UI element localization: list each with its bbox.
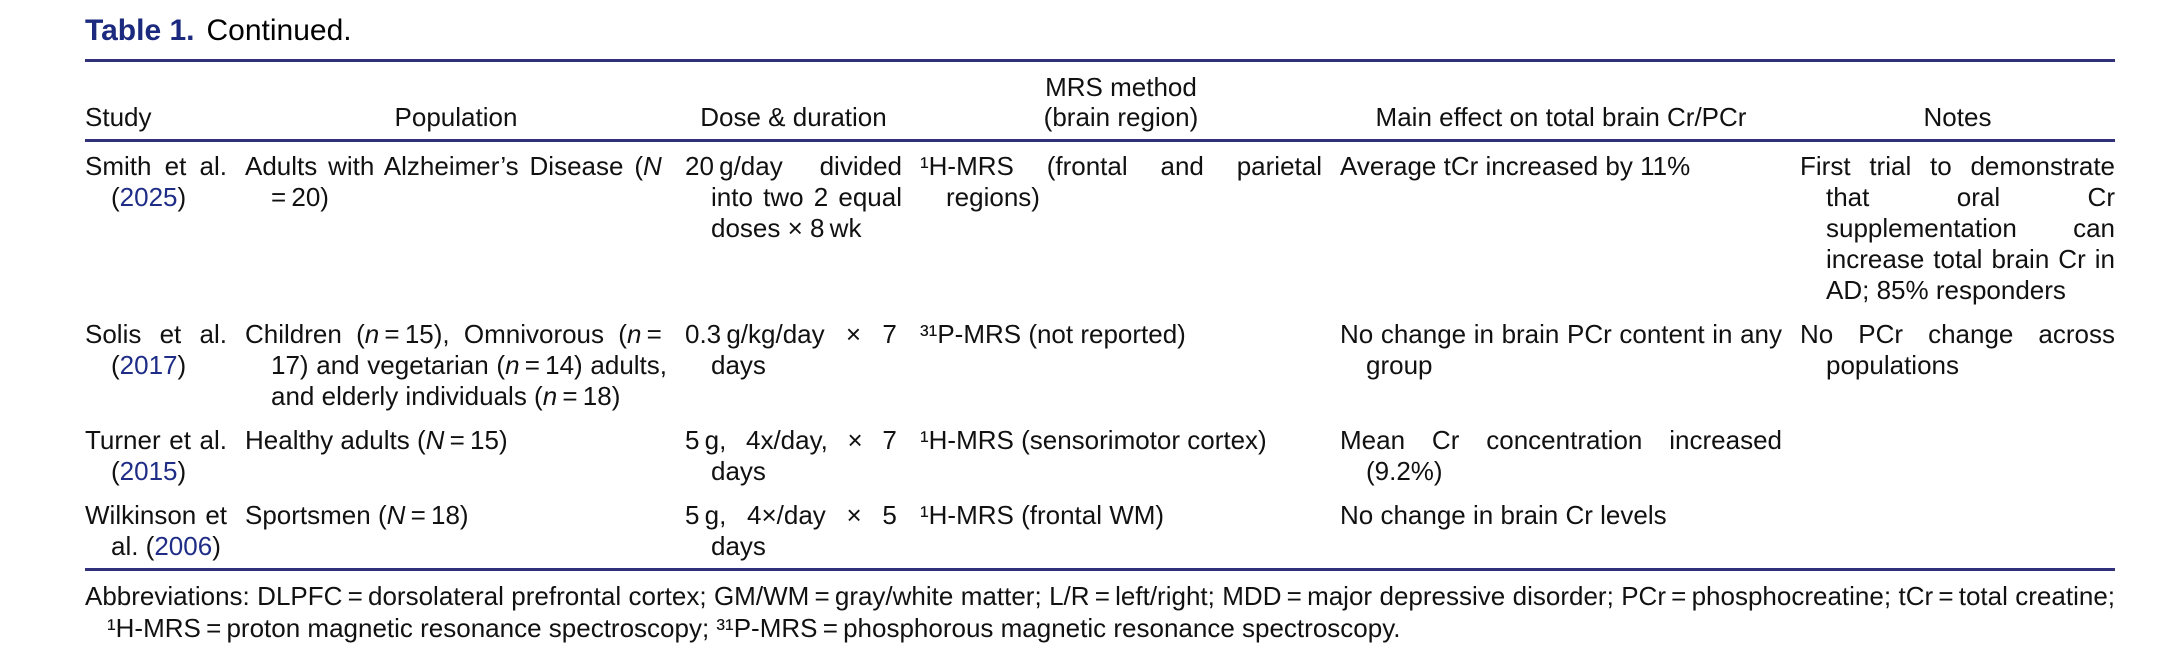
cell-mrs-method: ¹H-MRS (frontal WM) xyxy=(920,500,1165,530)
cell-main-effect: No change in brain PCr content in any gr… xyxy=(1340,319,1782,380)
cell-mrs-method: ¹H-MRS (frontal and parietal regions) xyxy=(920,151,1322,212)
cell-study: Solis et al. (2017) xyxy=(85,319,227,380)
cell-study: Smith et al. (2025) xyxy=(85,151,227,212)
table-row: Smith et al. (2025) Adults with Alzheime… xyxy=(85,141,2115,317)
cell-population: Children (n = 15), Omnivorous (n = 17) a… xyxy=(245,319,667,411)
header-row: Study Population Dose & duration MRS met… xyxy=(85,60,2115,142)
table-row: Turner et al. (2015) Healthy adults (N =… xyxy=(85,422,2115,497)
col-header-notes: Notes xyxy=(1800,60,2115,142)
col-header-mrs-method-line1: MRS method xyxy=(1045,72,1197,102)
table-title: Table 1. Continued. xyxy=(85,14,2115,48)
col-header-study: Study xyxy=(85,60,245,142)
cell-dose: 20 g/day divided into two 2 equal doses … xyxy=(685,151,902,243)
cell-dose: 5 g, 4×/day × 5 days xyxy=(685,500,902,561)
cell-main-effect: Average tCr increased by 11% xyxy=(1340,151,1691,181)
col-header-main-effect: Main effect on total brain Cr/PCr xyxy=(1340,60,1800,142)
cell-notes xyxy=(1800,422,2115,497)
cell-notes: No PCr change across populations xyxy=(1800,319,2115,380)
cell-dose: 0.3 g/kg/day × 7 days xyxy=(685,319,902,380)
citation-year-link[interactable]: 2017 xyxy=(119,350,178,380)
cell-population: Sportsmen (N = 18) xyxy=(245,500,469,530)
cell-study: Wilkinson et al. (2006) xyxy=(85,500,227,561)
cell-main-effect: Mean Cr concentration increased (9.2%) xyxy=(1340,425,1782,486)
cell-mrs-method: ¹H-MRS (sensorimotor cortex) xyxy=(920,425,1267,455)
col-header-dose-duration: Dose & duration xyxy=(685,60,920,142)
cell-study: Turner et al. (2015) xyxy=(85,425,227,486)
col-header-population: Population xyxy=(245,60,685,142)
table-title-continued: Continued. xyxy=(206,14,352,47)
studies-table: Study Population Dose & duration MRS met… xyxy=(85,59,2115,571)
cell-population: Healthy adults (N = 15) xyxy=(245,425,508,455)
cell-population: Adults with Alzheimer’s Disease (N = 20) xyxy=(245,151,667,212)
citation-year-link[interactable]: 2015 xyxy=(119,456,178,486)
cell-notes: First trial to demonstrate that oral Cr … xyxy=(1800,151,2115,305)
cell-mrs-method: ³¹P-MRS (not reported) xyxy=(920,319,1186,349)
cell-main-effect: No change in brain Cr levels xyxy=(1340,500,1667,530)
cell-notes xyxy=(1800,497,2115,570)
cell-dose: 5 g, 4x/day, × 7 days xyxy=(685,425,902,486)
abbreviations-footnote: Abbreviations: DLPFC = dorsolateral pref… xyxy=(85,581,2115,643)
table-row: Wilkinson et al. (2006) Sportsmen (N = 1… xyxy=(85,497,2115,570)
citation-year-link[interactable]: 2006 xyxy=(154,531,213,561)
table-row: Solis et al. (2017) Children (n = 15), O… xyxy=(85,316,2115,422)
col-header-mrs-method: MRS method (brain region) xyxy=(920,60,1340,142)
col-header-mrs-method-line2: (brain region) xyxy=(1043,102,1199,132)
citation-year-link[interactable]: 2025 xyxy=(119,182,178,212)
table-title-label: Table 1. xyxy=(85,14,195,47)
